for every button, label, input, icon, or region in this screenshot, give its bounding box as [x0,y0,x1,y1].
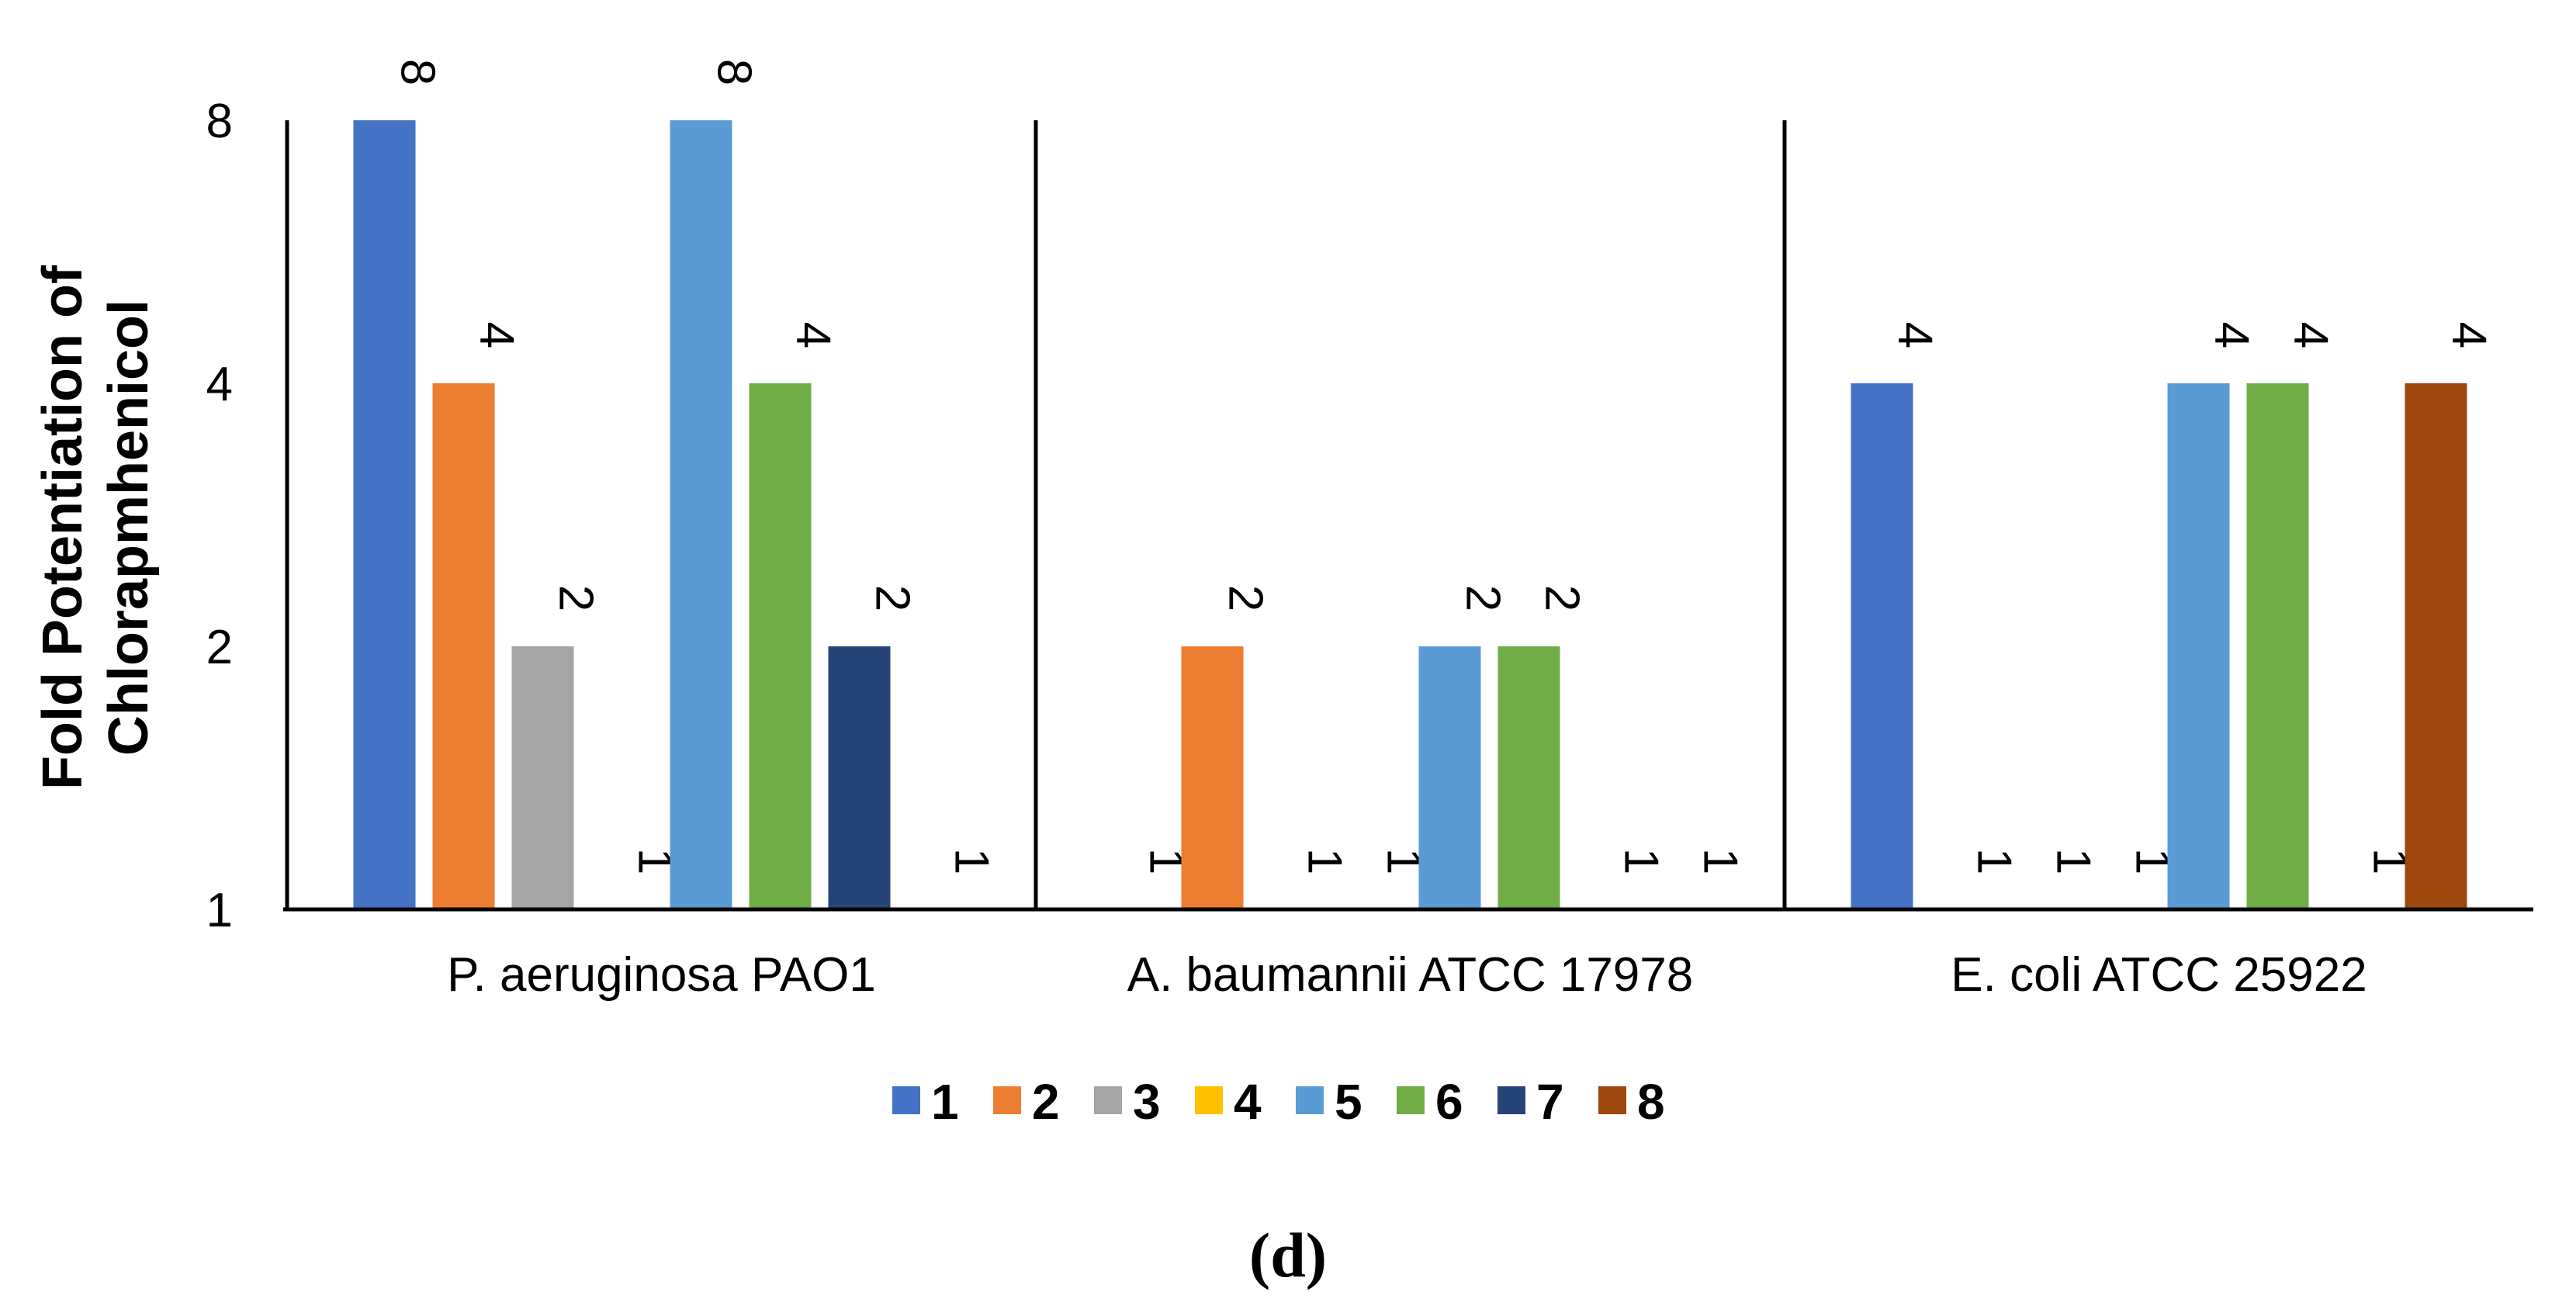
bar [432,383,495,909]
legend-swatch [1296,1086,1324,1114]
data-label: 1 [1298,848,1352,874]
bar [1181,646,1244,909]
legend-swatch [1195,1086,1223,1114]
legend-swatch [1497,1086,1525,1114]
bar [511,646,574,909]
legend: 1 2 3 4 5 6 7 8 [892,1074,1665,1130]
y-tick-label: 4 [206,358,233,411]
bar [2246,383,2309,909]
legend-label: 6 [1435,1074,1463,1130]
legend-label: 4 [1234,1074,1262,1130]
category-label: A. baumannii ATCC 17978 [1127,948,1694,1002]
data-label: 4 [470,322,524,348]
data-label: 4 [787,322,840,348]
data-label: 4 [2205,322,2259,348]
data-label: 4 [1889,322,1942,348]
y-axis-title-line-1: Fold Potentiation of [32,265,94,790]
legend-swatch [1397,1086,1425,1114]
bar [1851,383,1913,909]
data-label: 1 [945,848,999,874]
y-axis-title: Fold Potentiation of Chlorapmhenicol [32,265,160,790]
bar [353,120,416,909]
y-tick-label: 8 [206,95,233,148]
data-label: 2 [1456,585,1510,611]
legend-label: 3 [1133,1074,1161,1130]
legend-label: 1 [931,1074,959,1130]
legend-label: 5 [1335,1074,1362,1130]
legend-label: 8 [1637,1074,1665,1130]
data-label: 4 [2443,322,2496,348]
y-tick-label: 2 [206,621,233,674]
category-label: E. coli ATCC 25922 [1951,948,2367,1002]
data-label: 8 [708,59,761,85]
legend-label: 2 [1032,1074,1060,1130]
figure-caption: (d) [1249,1220,1327,1290]
bar [2167,383,2230,909]
legend-swatch [993,1086,1021,1114]
data-label: 2 [1219,585,1272,611]
bar [1497,646,1560,909]
data-label: 8 [391,59,445,85]
legend-swatch [892,1086,920,1114]
legend-swatch [1094,1086,1122,1114]
legend-label: 7 [1536,1074,1564,1130]
bar [1418,646,1481,909]
legend-swatch [1598,1086,1626,1114]
data-label: 1 [1615,848,1668,874]
data-label: 1 [2047,848,2100,874]
data-label: 1 [1694,848,1747,874]
bar [828,646,891,909]
bar [749,383,812,909]
bar [670,120,732,909]
category-label: P. aeruginosa PAO1 [447,948,876,1002]
y-axis-title-line-2: Chlorapmhenicol [98,300,160,756]
data-label: 2 [549,585,603,611]
data-label: 2 [866,585,919,611]
data-label: 2 [1536,585,1589,611]
data-label: 1 [1968,848,2021,874]
bar [2405,383,2467,909]
y-tick-label: 1 [206,884,233,937]
data-label: 4 [2284,322,2338,348]
